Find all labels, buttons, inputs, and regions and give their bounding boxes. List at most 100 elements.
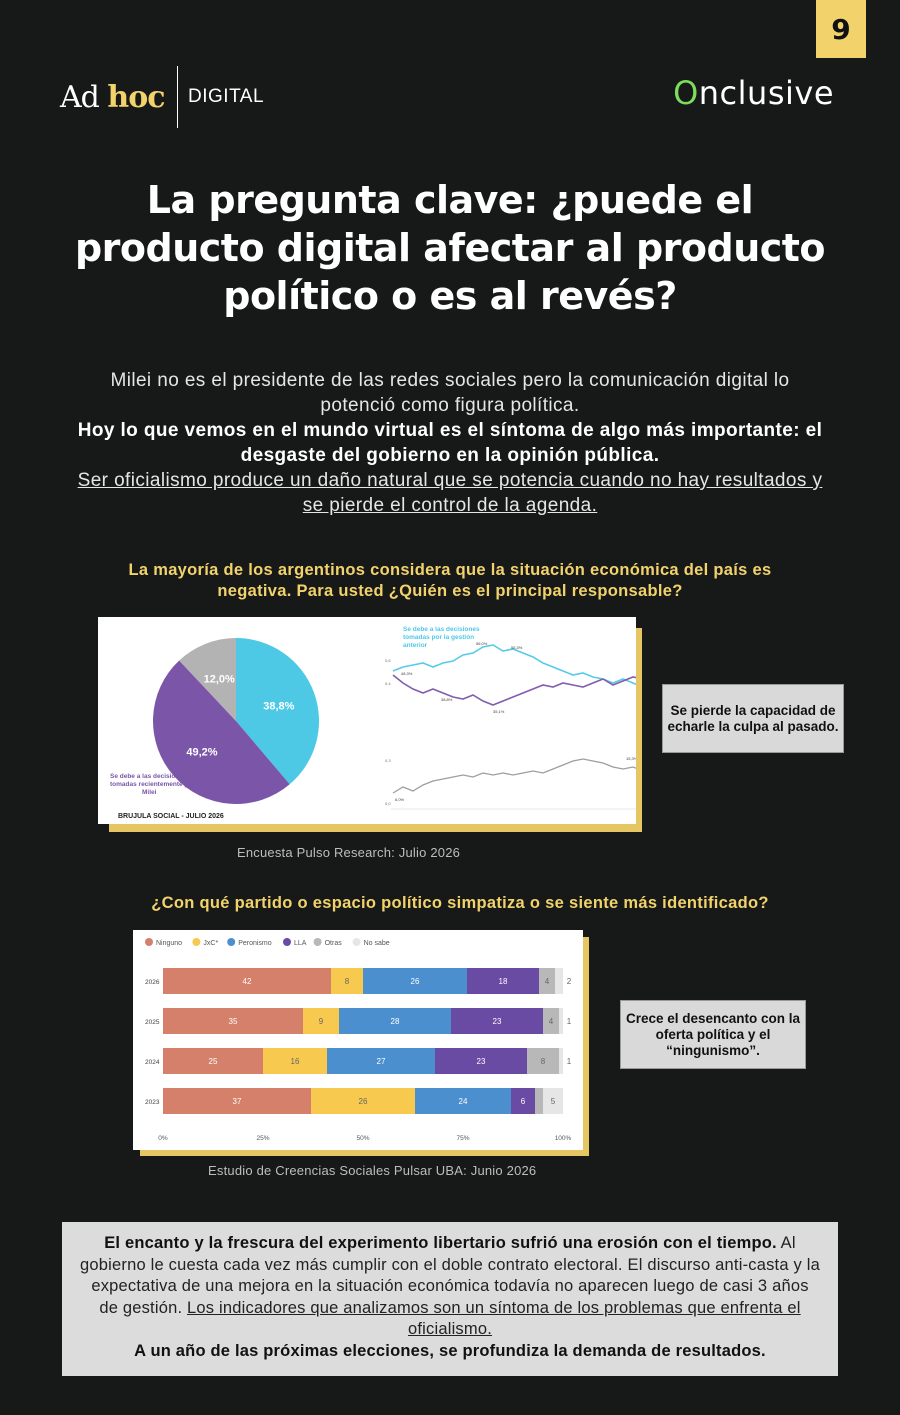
x-tick-label: 50% [356,1135,369,1142]
bar-segment [539,968,555,994]
pie-label-anterior: Se debe a las decisiones tomadas por la … [403,626,481,649]
conclusion-bold-2: A un año de las próximas elecciones, se … [134,1341,766,1360]
trend-line-gray [392,758,714,794]
svg-text:48,3%: 48,3% [401,671,413,676]
intro-underlined: Ser oficialismo produce un daño natural … [77,470,823,516]
bar-category-label: 2026 [145,979,160,986]
svg-text:0,4: 0,4 [385,681,391,686]
svg-text:0,6: 0,6 [385,658,391,663]
conclusion-bold-1: El encanto y la frescura del experimento… [104,1234,777,1252]
bar-segment [339,1008,451,1034]
pie-footer: BRUJULA SOCIAL - JULIO 2026 [118,813,224,820]
legend-swatch-2 [227,938,236,946]
bar-segment [511,1088,535,1114]
bar-segment [555,968,563,994]
bar-value-label: 28 [391,1017,400,1026]
section2-question: ¿Con qué partido o espacio político simp… [151,894,769,912]
onclusive-logo: Onclusive [673,74,834,112]
bar-segment [451,1008,543,1034]
stacked-bar-chart: Ninguno JxC* Peronismo LLA Otras No sabe 2026 4… [145,938,572,1142]
bar-segment [535,1088,543,1114]
bar-value-label: 23 [493,1017,502,1026]
bar-value-label: 26 [359,1097,368,1106]
adhoc-logo: Ad hoc DIGITAL [60,66,264,128]
svg-text:0,3: 0,3 [385,758,391,763]
pie-chart-card: 38,8% 49,2% 12,0% Se debe a las decisiones… [98,617,716,824]
bar-value-label: 26 [411,977,420,986]
legend-swatch-0 [145,938,153,946]
page-number: 9 [816,0,866,58]
bar-value-label: 9 [319,1017,324,1026]
pie-value-label-0: 38,8% [263,700,294,712]
bar-segment [543,1008,559,1034]
bar-segment [163,1048,263,1074]
bar-segment [435,1048,527,1074]
line-charts: 0,6 0,4 56,0% 55,3% 48,3% 38,8% 35,1% 49… [385,641,716,810]
conclusion-box: El encanto y la frescura del experimento… [62,1222,838,1376]
trend-line-cyan [392,644,714,690]
intro-line: Milei no es el presidente de las redes s… [110,370,790,416]
bar-value-label: 42 [243,977,252,986]
conclusion-text: Al gobierno le cuesta cada vez más cumpl… [80,1234,820,1317]
pie-chart: 38,8% 49,2% 12,0% [153,638,319,804]
legend-swatch-4 [313,938,322,946]
logo-divider [176,66,179,128]
pie-value-label-1: 49,2% [186,746,217,758]
bar-segment [263,1048,327,1074]
bar-value-label: 5 [551,1097,556,1106]
bar-value-label: 24 [459,1097,468,1106]
legend-label-1: JxC* [203,940,218,947]
bar-segment [527,1048,559,1074]
bar-value-label: 18 [499,977,508,986]
x-tick-label: 75% [456,1135,469,1142]
svg-text:15,3%: 15,3% [626,756,636,761]
svg-text:35,1%: 35,1% [493,709,505,714]
pie-slice-2 [179,638,236,721]
intro-text: Milei no es el presidente de las redes s… [75,368,825,518]
legend-label-0: Ninguno [156,940,182,947]
bar-segment [303,1008,339,1034]
bar-segment [415,1088,511,1114]
legend-label-5: No sabe [364,940,390,947]
bar-value-label: 4 [545,977,550,986]
bar-value-label: 8 [345,977,350,986]
bar-segment [163,1088,311,1114]
svg-text:38,8%: 38,8% [441,697,453,702]
bar-value-label: 23 [477,1057,486,1066]
legend-swatch-3 [283,938,291,946]
bar-value-label: 37 [233,1097,242,1106]
legend-swatch-1 [192,938,201,946]
x-tick-label: 25% [256,1135,269,1142]
legend-swatch-5 [352,938,361,946]
bar-value-label: 1 [567,1057,572,1066]
pie-chart-svg: 38,8% 49,2% 12,0% Se debe a las decisiones… [110,626,716,820]
conclusion-underlined: Los indicadores que analizamos son un sí… [187,1298,801,1339]
bar-value-label: 4 [549,1017,554,1026]
svg-text:56,0%: 56,0% [476,641,488,646]
bar-segment [163,1008,303,1034]
bar-segment [327,1048,435,1074]
bar-value-label: 2 [567,977,572,986]
bar-category-label: 2025 [145,1019,160,1026]
callout-ningunismo: Crece el desencanto con la oferta políti… [620,1000,806,1069]
bar-value-label: 8 [541,1057,546,1066]
page-title: La pregunta clave: ¿puede el producto di… [74,178,826,318]
legend-label-3: LLA [294,940,307,947]
pie-value-label-2: 12,0% [204,674,235,686]
svg-text:55,3%: 55,3% [511,645,523,650]
x-tick-label: 100% [555,1135,572,1142]
pie-slice-1 [153,660,290,804]
svg-text:0,0: 0,0 [385,801,391,806]
bar-segment [559,1008,563,1034]
bar-segment [311,1088,415,1114]
bar-category-label: 2023 [145,1099,160,1106]
pie-slice-0 [236,638,319,785]
bar-value-label: 16 [291,1057,300,1066]
pie-label-milei: Se debe a las decisiones tomadas recient… [110,773,197,796]
bar-segment [543,1088,563,1114]
bar-segment [331,968,363,994]
bar-segment [559,1048,563,1074]
callout-blame-past: Se pierde la capacidad de echarle la cul… [662,684,844,753]
bar-value-label: 6 [521,1097,526,1106]
bar-chart-card: Ninguno JxC* Peronismo LLA Otras No sabe 2026 4… [133,930,583,1150]
